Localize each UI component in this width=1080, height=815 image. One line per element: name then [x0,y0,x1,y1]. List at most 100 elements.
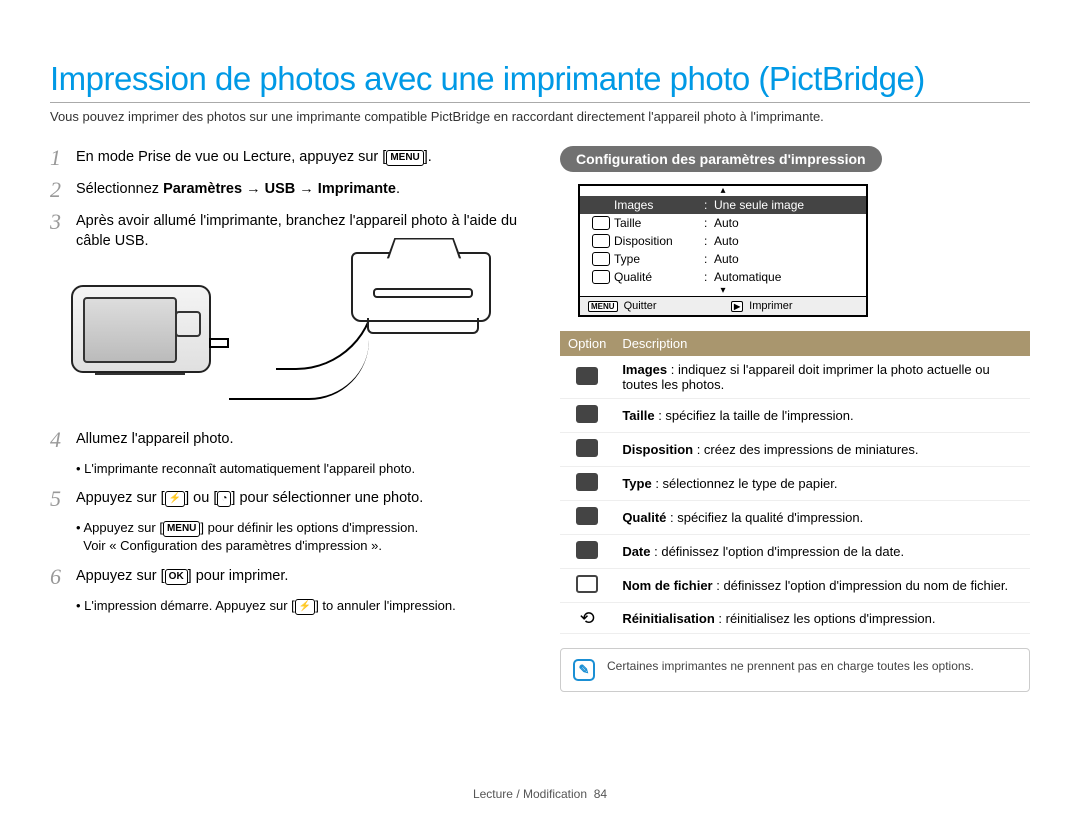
option-desc: : créez des impressions de miniatures. [693,442,918,457]
row-icon [592,216,610,230]
step5-mid: ] ou [ [185,490,217,506]
footer-section: Lecture / Modification [473,787,587,801]
option-desc: : indiquez si l'appareil doit imprimer l… [622,362,989,392]
footer-page-number: 84 [594,787,607,801]
screen-row: Disposition:Auto [580,232,866,250]
menu-mini-badge-icon: MENU [588,301,618,312]
screen-footer-right: ▶Imprimer [723,297,866,315]
camera-screen-mock: ▴ Images:Une seule imageTaille:AutoDispo… [578,184,868,317]
right-column: Configuration des paramètres d'impressio… [560,146,1030,692]
step2-text-b: . [396,181,400,197]
step-number: 4 [50,428,76,452]
section-heading-pill: Configuration des paramètres d'impressio… [560,146,882,172]
option-desc: : spécifiez la taille de l'impression. [655,408,854,423]
step-4: 4 Allumez l'appareil photo. [50,428,520,452]
page-title: Impression de photos avec une imprimante… [50,60,1030,103]
step1-text-a: En mode Prise de vue ou Lecture, appuyez… [76,149,386,165]
flash-icon: ⚡ [165,491,185,507]
row-icon [592,270,610,284]
table-row: Taille : spécifiez la taille de l'impres… [560,399,1030,433]
ok-badge-icon: OK [165,569,188,585]
option-desc: : spécifiez la qualité d'impression. [666,510,863,525]
step6-sub-b: ] to annuler l'impression. [315,598,456,613]
screen-footer-left: MENU Quitter [580,297,723,315]
step-6: 6 Appuyez sur [OK] pour imprimer. [50,565,520,589]
note-text: Certaines imprimantes ne prennent pas en… [607,659,974,673]
table-row: Date : définissez l'option d'impression … [560,535,1030,569]
table-row: Nom de fichier : définissez l'option d'i… [560,569,1030,603]
row-value: Auto [714,216,739,230]
row-icon [592,198,610,212]
step5-sub1-a: Appuyez sur [ [83,520,163,535]
option-desc: : sélectionnez le type de papier. [652,476,838,491]
reset-icon: ⟲ [576,609,598,627]
step5-a: Appuyez sur [ [76,490,165,506]
option-icon [576,473,598,491]
step5-subs: Appuyez sur [MENU] pour définir les opti… [76,519,520,555]
camera-icon [71,285,211,373]
row-value: Auto [714,252,739,266]
option-term: Date [622,544,650,559]
step-number: 1 [50,146,76,170]
step2-text-a: Sélectionnez [76,181,163,197]
option-desc: : définissez l'option d'impression de la… [651,544,905,559]
table-row: ⟲ Réinitialisation : réinitialisez les op… [560,603,1030,634]
two-column-layout: 1 En mode Prise de vue ou Lecture, appuy… [50,146,1030,692]
step-2: 2 Sélectionnez Paramètres → USB → Imprim… [50,178,520,202]
flash-icon: ⚡ [295,599,315,615]
intro-text: Vous pouvez imprimer des photos sur une … [50,109,1030,124]
option-icon [576,541,598,559]
row-label: Type [614,252,704,266]
table-row: Images : indiquez si l'appareil doit imp… [560,356,1030,399]
option-icon [576,367,598,385]
step5-b: ] pour sélectionner une photo. [231,490,423,506]
scroll-up-icon: ▴ [580,186,866,196]
step6-sub: L'impression démarre. Appuyez sur [⚡] to… [76,597,520,615]
step2-bold: Paramètres → USB → Imprimante [163,181,396,197]
timer-icon: ◔ [217,491,231,507]
table-row: Qualité : spécifiez la qualité d'impress… [560,501,1030,535]
row-label: Disposition [614,234,704,248]
step-number: 5 [50,487,76,511]
note-icon: ✎ [573,659,595,681]
option-term: Réinitialisation [622,611,714,626]
screen-row: Taille:Auto [580,214,866,232]
th-option: Option [560,331,614,356]
step6-b: ] pour imprimer. [188,568,289,584]
step6-a: Appuyez sur [ [76,568,165,584]
option-desc: : définissez l'option d'impression du no… [713,578,1008,593]
row-label: Qualité [614,270,704,284]
row-value: Automatique [714,270,781,284]
row-icon [592,252,610,266]
step5-sub1-b: ] pour définir les options d'impression. [200,520,418,535]
step-1: 1 En mode Prise de vue ou Lecture, appuy… [50,146,520,170]
left-column: 1 En mode Prise de vue ou Lecture, appuy… [50,146,520,692]
option-term: Qualité [622,510,666,525]
menu-badge-icon: MENU [386,150,423,166]
screen-row: Qualité:Automatique [580,268,866,286]
option-desc: : réinitialisez les options d'impression… [715,611,936,626]
step-number: 2 [50,178,76,202]
table-row: Disposition : créez des impressions de m… [560,433,1030,467]
step-number: 3 [50,210,76,251]
screen-footer-left-label: Quitter [624,300,657,312]
step-5: 5 Appuyez sur [⚡] ou [◔] pour sélectionn… [50,487,520,511]
screen-footer-right-label: Imprimer [749,300,792,312]
table-row: Type : sélectionnez le type de papier. [560,467,1030,501]
step4-sub: L'imprimante reconnaît automatiquement l… [76,460,520,478]
step5-sub2: Voir « Configuration des paramètres d'im… [83,538,382,553]
option-term: Disposition [622,442,693,457]
menu-badge-icon: MENU [163,521,200,537]
option-icon [576,439,598,457]
step4-text: Allumez l'appareil photo. [76,428,234,452]
step1-text-b: ]. [424,149,432,165]
note-box: ✎ Certaines imprimantes ne prennent pas … [560,648,1030,692]
screen-row: Type:Auto [580,250,866,268]
screen-row: Images:Une seule image [580,196,866,214]
usb-plug-icon [209,338,229,348]
option-icon [576,405,598,423]
step6-sub-a: L'impression démarre. Appuyez sur [ [84,598,295,613]
option-term: Type [622,476,651,491]
row-label: Images [614,198,704,212]
options-table: Option Description Images : indiquez si … [560,331,1030,634]
